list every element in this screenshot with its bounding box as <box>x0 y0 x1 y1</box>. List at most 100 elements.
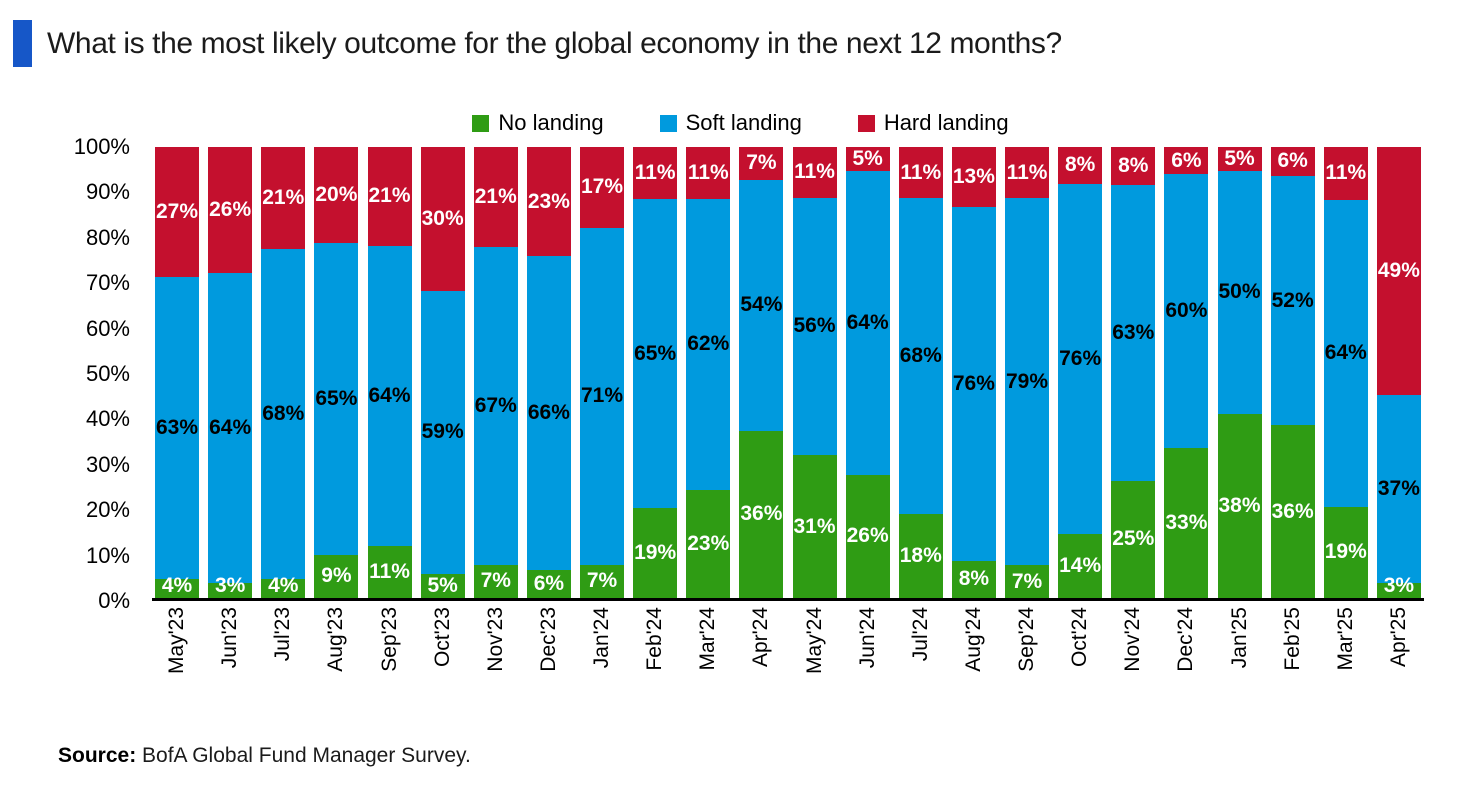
segment-hard-landing: 26% <box>208 147 253 274</box>
bar-Aug-24: 13% 76% 8% Aug'24 <box>951 147 996 672</box>
segment-value-label: 20% <box>315 182 358 206</box>
segment-no-landing: 4% <box>261 574 306 598</box>
segment-hard-landing: 17% <box>580 147 624 228</box>
segment-no-landing: 19% <box>633 507 678 598</box>
segment-soft-landing: 68% <box>261 248 306 579</box>
bar-May-23: 27% 63% 4% May'23 <box>155 147 199 674</box>
segment-hard-landing: 27% <box>155 147 199 277</box>
legend-swatch-soft-landing <box>659 114 677 132</box>
segment-value-label: 62% <box>687 332 730 356</box>
segment-soft-landing: 64% <box>1323 199 1368 507</box>
bar-Feb-24: 11% 65% 19% Feb'24 <box>633 147 678 671</box>
segment-hard-landing: 21% <box>367 147 412 246</box>
segment-value-label: 36% <box>1271 499 1314 523</box>
y-axis-label: 10% <box>85 542 130 568</box>
legend-item-no-landing: No landing <box>472 110 604 136</box>
bar-Apr-25: 49% 37% 3% Apr'25 <box>1376 147 1421 667</box>
y-axis-label: 30% <box>85 451 130 477</box>
segment-no-landing: 38% <box>1217 413 1262 598</box>
segment-value-label: 37% <box>1377 477 1420 501</box>
segment-value-label: 7% <box>586 569 618 593</box>
x-axis-label: Jan'25 <box>1227 607 1251 669</box>
segment-no-landing: 5% <box>420 573 465 598</box>
segment-value-label: 4% <box>161 573 193 597</box>
segment-value-label: 11% <box>369 560 410 584</box>
bar-Jan-25: 5% 50% 38% Jan'25 <box>1217 147 1262 668</box>
segment-soft-landing: 64% <box>208 273 253 584</box>
segment-soft-landing: 62% <box>686 198 731 490</box>
segment-value-label: 63% <box>155 415 199 439</box>
segment-value-label: 71% <box>580 384 624 408</box>
bar-Nov-23: 21% 67% 7% Nov'23 <box>473 147 518 672</box>
segment-soft-landing: 63% <box>155 276 199 579</box>
bar-Oct-24: 8% 76% 14% Oct'24 <box>1058 147 1103 667</box>
segment-soft-landing: 63% <box>1111 184 1156 481</box>
segment-no-landing: 25% <box>1111 480 1156 598</box>
segment-value-label: 11% <box>1006 160 1048 184</box>
segment-hard-landing: 11% <box>1323 147 1368 200</box>
segment-value-label: 68% <box>262 401 305 425</box>
bar-Sep-24: 11% 79% 7% Sep'24 <box>1005 147 1049 672</box>
segment-hard-landing: 11% <box>898 147 943 199</box>
y-axis-label: 50% <box>85 361 130 386</box>
segment-soft-landing: 65% <box>314 242 359 555</box>
x-axis-label: Jan'24 <box>590 607 613 669</box>
x-axis-label: Aug'23 <box>324 607 348 672</box>
segment-value-label: 11% <box>900 160 942 184</box>
segment-value-label: 6% <box>1277 149 1308 173</box>
segment-value-label: 8% <box>958 567 990 591</box>
segment-value-label: 21% <box>474 184 517 208</box>
legend-swatch-no-landing <box>472 114 490 132</box>
source-note: Source: BofA Global Fund Manager Survey. <box>58 744 471 768</box>
segment-no-landing: 3% <box>1376 574 1421 598</box>
segment-soft-landing: 64% <box>367 245 412 547</box>
x-axis-label: Mar'24 <box>696 607 720 671</box>
source-label: Source: <box>58 744 137 767</box>
x-axis-label: Oct'23 <box>430 607 454 668</box>
segment-value-label: 11% <box>1325 161 1367 185</box>
bar-Jan-24: 17% 71% 7% Jan'24 <box>580 147 624 668</box>
segment-value-label: 5% <box>427 573 458 597</box>
y-axis-label: 40% <box>85 406 130 432</box>
segment-value-label: 9% <box>321 564 352 588</box>
bar-Mar-24: 11% 62% 23% Mar'24 <box>686 147 731 671</box>
bar-Dec-24: 6% 60% 33% Dec'24 <box>1164 147 1209 672</box>
segment-value-label: 6% <box>533 571 565 595</box>
legend-label-no-landing: No landing <box>498 110 604 135</box>
segment-value-label: 60% <box>1165 298 1208 322</box>
y-axis-label: 90% <box>85 179 130 205</box>
segment-value-label: 30% <box>421 206 464 230</box>
segment-hard-landing: 11% <box>1005 147 1049 199</box>
segment-value-label: 3% <box>1383 573 1415 597</box>
segment-value-label: 8% <box>1064 153 1096 177</box>
legend-label-soft-landing: Soft landing <box>685 110 802 135</box>
segment-value-label: 6% <box>1171 148 1202 172</box>
source-text: BofA Global Fund Manager Survey. <box>136 744 471 767</box>
legend-swatch-hard-landing <box>857 114 875 132</box>
segment-soft-landing: 59% <box>420 290 465 574</box>
y-axis: 0% 10% 20% 30% 40% 50% 60% 70% 80% 90% 100% <box>0 134 140 613</box>
segment-value-label: 33% <box>1165 510 1208 534</box>
bar-Sep-23: 21% 64% 11% Sep'23 <box>367 147 412 672</box>
segment-value-label: 56% <box>793 314 836 338</box>
bar-Jun-23: 26% 64% 3% Jun'23 <box>208 147 253 668</box>
segment-soft-landing: 52% <box>1270 175 1315 426</box>
bar-Oct-23: 30% 59% 5% Oct'23 <box>420 147 465 667</box>
segment-no-landing: 6% <box>526 569 571 598</box>
y-axis-label: 70% <box>85 270 130 296</box>
y-axis-label: 20% <box>85 497 130 523</box>
segment-value-label: 65% <box>634 341 677 365</box>
segment-value-label: 23% <box>687 531 730 555</box>
x-axis-label: Dec'23 <box>536 607 560 672</box>
segment-value-label: 18% <box>899 544 942 568</box>
segment-no-landing: 7% <box>1005 565 1049 598</box>
segment-no-landing: 7% <box>580 564 624 598</box>
segment-no-landing: 36% <box>1270 425 1315 598</box>
segment-hard-landing: 13% <box>951 147 996 208</box>
segment-no-landing: 8% <box>951 560 996 598</box>
segment-value-label: 19% <box>1324 540 1367 564</box>
x-axis-label: Sep'23 <box>377 607 401 672</box>
segment-value-label: 11% <box>634 161 676 185</box>
x-axis-label: May'23 <box>165 607 188 675</box>
segment-soft-landing: 68% <box>898 198 943 515</box>
